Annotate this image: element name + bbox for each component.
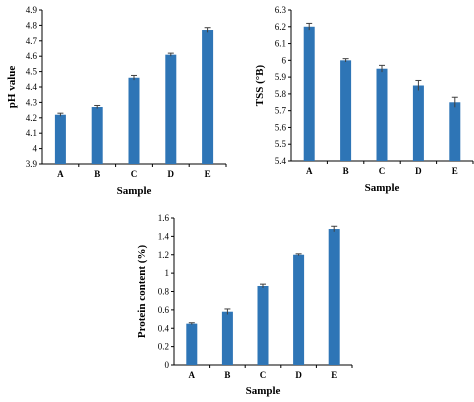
y-tick-label: 0.8 — [158, 287, 170, 297]
y-tick-label: 0.2 — [158, 342, 169, 352]
x-tick-label: A — [189, 370, 196, 380]
y-tick-label: 1.2 — [158, 250, 169, 260]
bar-A — [303, 26, 315, 162]
x-axis-title: Sample — [365, 182, 400, 194]
y-tick-label: 0 — [165, 360, 170, 370]
y-tick-label: 4.9 — [26, 5, 38, 15]
chart-1: 3.9 4 4.1 4.2 4.3 4.4 4.5 4.6 4.7 4.8 4.9 A B C D E Samp… — [6, 5, 227, 197]
y-tick-label: 5.6 — [275, 122, 287, 132]
x-tick-label: B — [343, 166, 349, 176]
x-tick-label: E — [452, 166, 458, 176]
y-tick-label: 4.3 — [26, 97, 38, 107]
x-tick-label: C — [260, 370, 267, 380]
bar-B — [91, 107, 103, 164]
x-tick-label: C — [379, 166, 386, 176]
bar-A — [54, 114, 66, 164]
y-tick-label: 0.4 — [158, 323, 170, 333]
y-tick-label: 5.4 — [275, 156, 287, 166]
y-tick-label: 5.9 — [275, 72, 287, 82]
bar-C — [257, 285, 269, 365]
y-tick-label: 4.4 — [26, 82, 38, 92]
x-tick-label: C — [131, 169, 138, 179]
bar-A — [186, 323, 198, 365]
x-tick-label: A — [306, 166, 313, 176]
chart-2: 5.4 5.5 5.6 5.7 5.8 5.9 6 6.1 6.2 6.3 A B C D E Sample T… — [254, 5, 474, 194]
y-tick-label: 1 — [165, 268, 170, 278]
x-tick-label: E — [205, 169, 211, 179]
y-tick-label: 6.2 — [275, 22, 286, 32]
x-axis-title: Sample — [117, 185, 152, 197]
y-axis-title: Protein content (%) — [136, 245, 148, 339]
y-tick-label: 1.4 — [158, 231, 170, 241]
y-tick-label: 3.9 — [26, 159, 38, 169]
x-tick-label: E — [331, 370, 337, 380]
y-tick-label: 4.7 — [26, 36, 38, 46]
bar-D — [293, 254, 305, 365]
bar-C — [128, 77, 140, 164]
x-tick-label: A — [57, 169, 64, 179]
y-tick-label: 4.2 — [26, 113, 37, 123]
bar-E — [328, 229, 340, 365]
x-tick-label: B — [224, 370, 230, 380]
y-tick-label: 4 — [33, 144, 38, 154]
bar-D — [412, 85, 424, 161]
bar-B — [221, 311, 233, 365]
y-tick-label: 6 — [282, 55, 287, 65]
y-axis-title: pH value — [6, 66, 18, 109]
x-tick-label: D — [295, 370, 302, 380]
y-tick-label: 1.6 — [158, 213, 170, 223]
y-tick-label: 6.1 — [275, 39, 286, 49]
x-tick-label: D — [168, 169, 175, 179]
y-tick-label: 4.6 — [26, 51, 38, 61]
y-tick-label: 4.8 — [26, 20, 38, 30]
y-tick-label: 4.5 — [26, 67, 38, 77]
bar-D — [165, 54, 177, 164]
x-tick-label: D — [415, 166, 422, 176]
bar-C — [376, 68, 388, 161]
bar-E — [202, 30, 214, 164]
bar-B — [340, 60, 352, 162]
x-axis-title: Sample — [246, 385, 281, 397]
y-tick-label: 0.6 — [158, 305, 170, 315]
y-tick-label: 5.5 — [275, 139, 287, 149]
chart-3: 0 0.2 0.4 0.6 0.8 1 1.2 1.4 1.6 A B C D E Sample Protei… — [136, 213, 353, 397]
bar-E — [449, 102, 461, 161]
y-axis-title: TSS (°B) — [254, 64, 266, 106]
y-tick-label: 5.8 — [275, 89, 287, 99]
x-tick-label: B — [94, 169, 100, 179]
y-tick-label: 5.7 — [275, 106, 287, 116]
y-tick-label: 6.3 — [275, 5, 287, 15]
y-tick-label: 4.1 — [26, 128, 37, 138]
